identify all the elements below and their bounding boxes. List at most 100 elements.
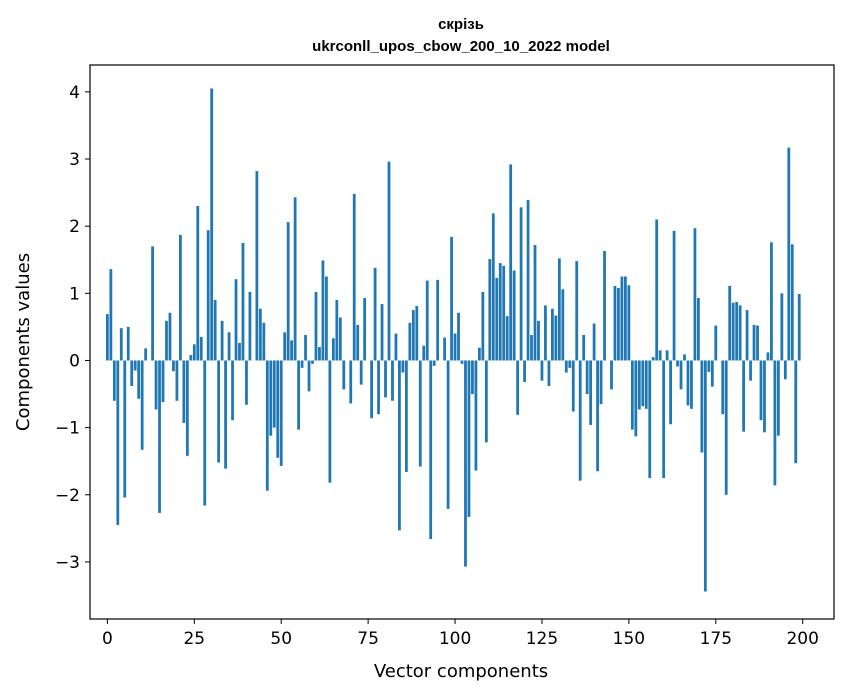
- bar: [697, 298, 700, 361]
- bar: [210, 88, 214, 361]
- bar: [672, 230, 676, 361]
- bar: [495, 277, 499, 361]
- bar: [627, 285, 631, 361]
- bar: [425, 280, 429, 361]
- bar: [644, 360, 648, 409]
- bar: [585, 360, 589, 395]
- bar: [477, 347, 481, 361]
- bar: [731, 302, 735, 361]
- bar: [231, 360, 234, 421]
- bar: [766, 352, 770, 361]
- chart-title: скрізь: [438, 16, 484, 33]
- y-tick-label: −1: [55, 419, 80, 439]
- bar: [686, 360, 690, 406]
- bar: [363, 298, 367, 361]
- bar: [512, 270, 516, 361]
- bar: [248, 291, 252, 361]
- bar: [158, 360, 161, 513]
- bar: [151, 246, 154, 361]
- bar: [509, 164, 513, 361]
- bar: [533, 244, 537, 361]
- bar: [105, 314, 109, 361]
- bar: [519, 207, 523, 361]
- y-tick-label: −2: [55, 486, 80, 506]
- bar: [116, 360, 120, 525]
- bar: [537, 320, 540, 361]
- bar: [592, 323, 596, 361]
- bar: [571, 360, 575, 412]
- bar: [481, 291, 485, 361]
- bar: [484, 360, 488, 443]
- bar: [464, 360, 467, 567]
- bar: [693, 228, 697, 361]
- bar: [325, 276, 328, 361]
- bar: [206, 230, 210, 361]
- bar: [450, 236, 453, 361]
- bar: [245, 360, 248, 405]
- bar: [304, 334, 307, 361]
- bar: [783, 360, 787, 380]
- bar: [293, 197, 297, 361]
- bar: [314, 291, 318, 361]
- x-tick-label: 75: [357, 629, 379, 649]
- bar: [474, 360, 478, 471]
- bar: [530, 334, 533, 361]
- bar: [690, 360, 693, 409]
- bar: [735, 302, 739, 361]
- bar: [258, 308, 262, 361]
- bar: [179, 234, 182, 361]
- bar: [794, 360, 798, 464]
- bar: [707, 360, 711, 372]
- bar: [662, 360, 666, 478]
- bar: [599, 360, 603, 405]
- bar: [446, 360, 450, 509]
- bar: [429, 360, 433, 540]
- bar: [172, 360, 175, 372]
- bar: [238, 343, 241, 361]
- bar: [192, 344, 196, 361]
- bar: [703, 360, 707, 592]
- bar: [297, 360, 300, 430]
- bar: [203, 360, 207, 506]
- bar: [401, 360, 405, 373]
- bar: [756, 325, 759, 361]
- bar: [575, 261, 579, 361]
- bar: [710, 360, 714, 387]
- bar: [721, 360, 725, 415]
- bar: [137, 360, 141, 399]
- bar: [613, 285, 617, 361]
- bar: [140, 360, 144, 450]
- bar: [391, 360, 394, 401]
- bar: [112, 360, 116, 401]
- bar: [738, 305, 742, 361]
- bar: [648, 360, 652, 478]
- bar: [460, 360, 464, 364]
- bar: [453, 333, 457, 361]
- bar: [241, 242, 245, 361]
- y-tick-label: −3: [55, 553, 80, 573]
- bar: [502, 265, 506, 361]
- bar: [651, 357, 655, 361]
- bar: [189, 355, 193, 361]
- bar: [279, 360, 283, 466]
- bar: [596, 360, 599, 472]
- bar: [311, 360, 314, 364]
- bar: [679, 360, 683, 390]
- bar: [561, 289, 565, 361]
- bar: [714, 325, 718, 361]
- bar: [790, 244, 794, 361]
- bar: [589, 360, 593, 425]
- bar: [578, 360, 582, 481]
- bar: [387, 161, 391, 361]
- bar: [488, 259, 492, 361]
- bar: [262, 322, 266, 361]
- bar: [286, 222, 290, 361]
- bar: [467, 360, 471, 517]
- bar: [540, 360, 544, 381]
- bar: [568, 360, 572, 368]
- bar: [797, 293, 801, 361]
- bar: [749, 360, 752, 381]
- bar: [526, 199, 530, 361]
- bar: [418, 360, 422, 467]
- bar: [637, 360, 641, 410]
